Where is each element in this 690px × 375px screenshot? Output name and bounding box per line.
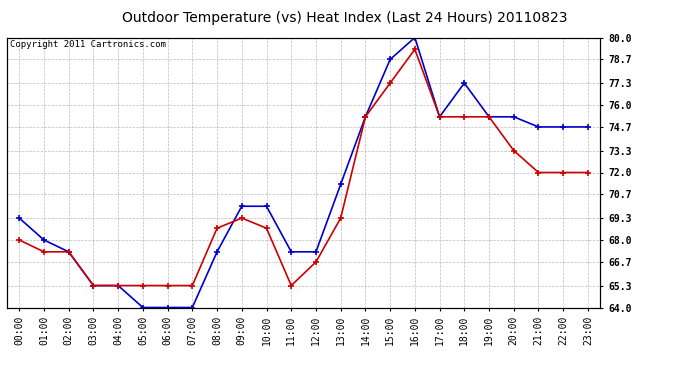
Text: Copyright 2011 Cartronics.com: Copyright 2011 Cartronics.com — [10, 40, 166, 49]
Text: Outdoor Temperature (vs) Heat Index (Last 24 Hours) 20110823: Outdoor Temperature (vs) Heat Index (Las… — [122, 11, 568, 25]
